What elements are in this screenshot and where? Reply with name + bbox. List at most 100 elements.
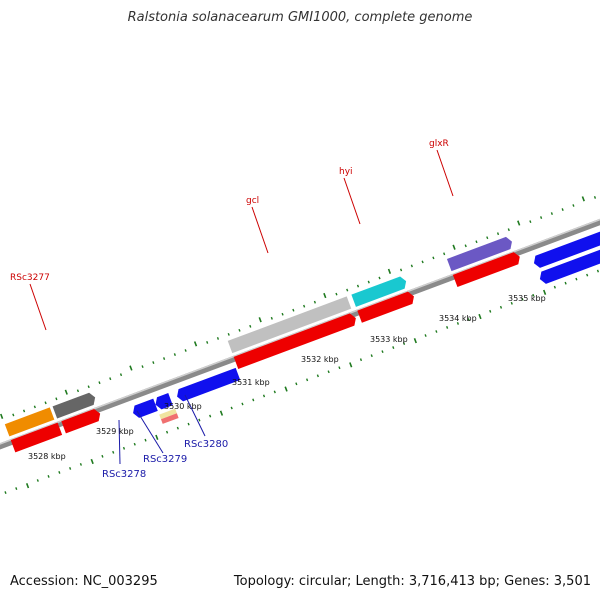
minor-tick — [273, 390, 276, 394]
scale-label: 3529 kbp — [96, 427, 134, 436]
major-tick — [478, 313, 482, 320]
minor-tick — [550, 212, 553, 215]
minor-tick — [435, 330, 438, 333]
minor-tick — [489, 309, 492, 313]
gene-rsc3280-feature[interactable] — [175, 367, 241, 403]
cds-arrow[interactable] — [233, 312, 358, 369]
minor-tick — [216, 336, 220, 340]
blue-feature[interactable] — [538, 235, 600, 285]
cds-arrow[interactable] — [452, 251, 522, 288]
minor-tick — [133, 442, 136, 446]
minor-tick — [410, 264, 413, 268]
minor-tick — [464, 244, 467, 248]
major-tick — [323, 292, 327, 299]
minor-tick — [141, 365, 144, 369]
gene-labels: RSc3277 gcl hyi glxR RSc3278 RSc3279 RSc… — [10, 139, 454, 480]
minor-tick — [198, 418, 201, 422]
major-tick — [349, 362, 353, 368]
minor-tick — [184, 349, 187, 352]
cds-arrow[interactable] — [10, 422, 63, 453]
minor-tick — [241, 402, 244, 406]
minor-tick — [87, 385, 90, 389]
label-gcl: gcl — [246, 196, 259, 206]
major-tick — [581, 196, 585, 202]
minor-tick — [575, 277, 578, 281]
minor-tick — [475, 240, 478, 244]
gene-gcl-feature[interactable] — [227, 296, 352, 354]
major-tick — [452, 244, 456, 250]
minor-tick — [249, 324, 252, 328]
minor-tick — [446, 326, 449, 329]
major-tick — [387, 268, 392, 274]
genome-stats-text: Topology: circular; Length: 3,716,413 bp… — [233, 574, 591, 589]
minor-tick — [356, 284, 360, 288]
accession-text: Accession: NC_003295 — [10, 574, 158, 589]
blue-feature[interactable] — [532, 219, 600, 269]
gene-rsc3279-feature[interactable] — [153, 393, 173, 411]
cds-arrow[interactable] — [61, 408, 102, 434]
label-rsc3277: RSc3277 — [10, 273, 50, 283]
minor-tick — [402, 342, 406, 345]
gene-glxr-feature[interactable] — [446, 235, 514, 272]
minor-tick — [486, 236, 489, 240]
minor-tick — [370, 354, 373, 358]
label-leader-rsc3278 — [118, 419, 121, 465]
minor-tick — [432, 256, 435, 260]
orange-feature[interactable] — [4, 407, 55, 437]
minor-tick — [165, 430, 169, 434]
minor-tick — [209, 414, 212, 418]
scale-label: 3530 kbp — [164, 402, 202, 411]
minor-tick — [163, 357, 166, 360]
minor-tick — [36, 479, 39, 482]
lower-tick-track — [4, 269, 600, 495]
minor-tick — [378, 276, 381, 280]
major-tick — [258, 317, 262, 323]
minor-tick — [561, 208, 564, 211]
minor-tick — [499, 305, 503, 309]
minor-tick — [327, 370, 330, 374]
minor-tick — [98, 381, 101, 385]
major-tick — [517, 220, 521, 226]
major-tick — [413, 338, 417, 344]
minor-tick — [346, 288, 349, 292]
minor-tick — [252, 398, 255, 402]
rna-feature[interactable] — [159, 408, 177, 420]
label-hyi: hyi — [339, 167, 353, 177]
minor-tick — [553, 285, 556, 289]
minor-tick — [270, 316, 273, 320]
minor-tick — [58, 471, 61, 474]
minor-tick — [173, 353, 176, 356]
label-rsc3279: RSc3279 — [143, 454, 187, 465]
map-title: Ralstonia solanacearum GMI1000, complete… — [127, 10, 473, 25]
label-rsc3278: RSc3278 — [102, 469, 146, 480]
minor-tick — [112, 450, 115, 454]
gene-hyi-feature[interactable] — [351, 275, 408, 307]
major-tick — [64, 389, 68, 395]
minor-tick — [510, 301, 513, 305]
label-leader-rsc3279 — [136, 410, 164, 454]
major-tick — [193, 341, 198, 347]
rna-feature[interactable] — [160, 413, 179, 424]
label-leader-rsc3277 — [29, 283, 47, 331]
gene-rsc3277-feature[interactable] — [52, 391, 98, 419]
cds-arrow[interactable] — [357, 290, 416, 323]
minor-tick — [313, 300, 316, 304]
minor-tick — [564, 281, 567, 285]
upper-tick-track — [0, 196, 597, 419]
minor-tick — [22, 409, 26, 413]
gene-rsc3278-feature[interactable] — [131, 398, 158, 420]
minor-tick — [467, 317, 470, 321]
minor-tick — [303, 304, 306, 308]
minor-tick — [593, 196, 597, 199]
minor-tick — [101, 454, 104, 458]
minor-tick — [316, 374, 319, 378]
genome-backbone-highlight — [0, 187, 600, 469]
minor-tick — [367, 280, 370, 284]
minor-tick — [359, 358, 363, 362]
major-tick — [90, 458, 94, 465]
minor-tick — [109, 377, 112, 381]
minor-tick — [443, 252, 446, 256]
minor-tick — [262, 394, 266, 398]
minor-tick — [456, 322, 460, 325]
minor-tick — [496, 232, 500, 236]
